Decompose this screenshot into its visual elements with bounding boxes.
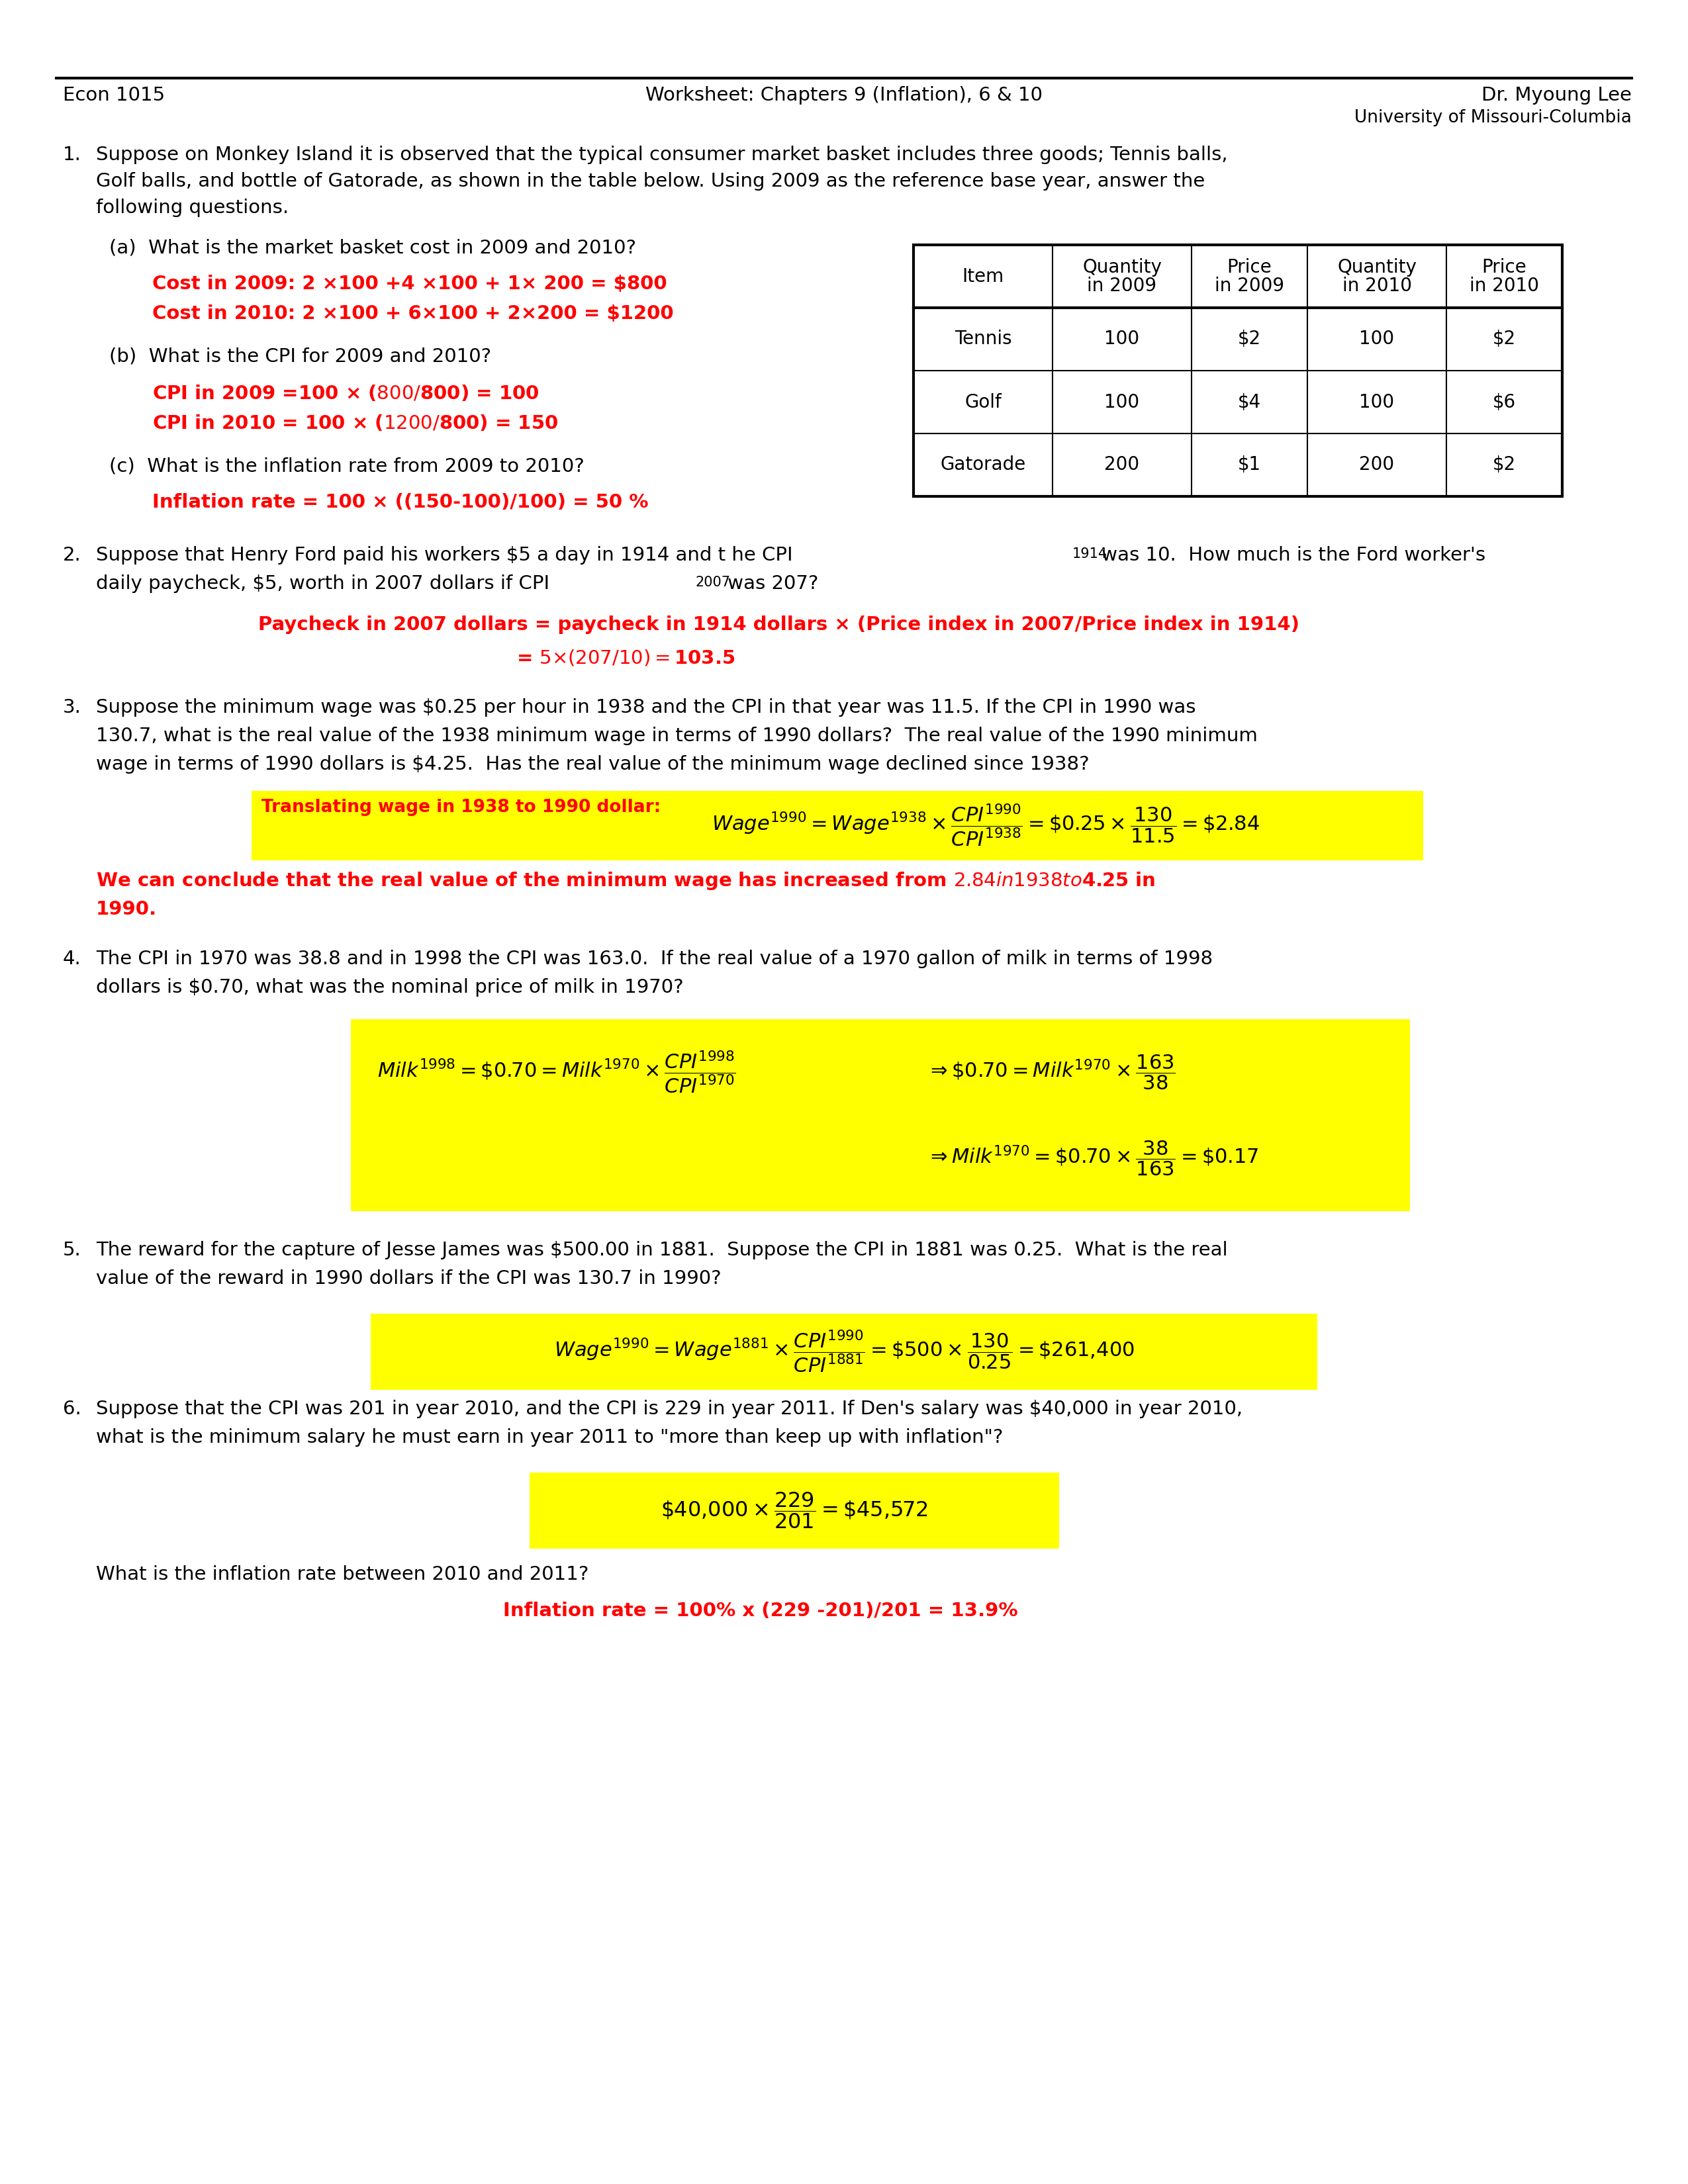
Text: $6: $6 [1492,393,1516,411]
Text: $4: $4 [1237,393,1261,411]
Text: 4.: 4. [62,950,81,968]
Text: 6.: 6. [62,1400,81,1417]
Text: Item: Item [962,266,1004,286]
Text: 100: 100 [1359,330,1394,349]
Text: Paycheck in 2007 dollars = paycheck in 1914 dollars × (Price index in 2007/Price: Paycheck in 2007 dollars = paycheck in 1… [258,616,1300,633]
Text: in 2010: in 2010 [1342,277,1411,295]
Text: = $5 × (207/10) = $103.5: = $5 × (207/10) = $103.5 [517,649,734,668]
Text: $\$40{,}000 \times \dfrac{229}{201} = \$45{,}572$: $\$40{,}000 \times \dfrac{229}{201} = \$… [660,1492,928,1531]
Text: value of the reward in 1990 dollars if the CPI was 130.7 in 1990?: value of the reward in 1990 dollars if t… [96,1269,721,1289]
Text: Suppose that the CPI was 201 in year 2010, and the CPI is 229 in year 2011. If D: Suppose that the CPI was 201 in year 201… [96,1400,1242,1417]
Text: Price: Price [1227,258,1271,277]
Text: $2: $2 [1492,456,1516,474]
Text: Dr. Myoung Lee: Dr. Myoung Lee [1482,85,1632,105]
Bar [252,791,1423,860]
Text: Econ 1015: Econ 1015 [62,85,165,105]
Text: $2: $2 [1237,330,1261,349]
Text: 130.7, what is the real value of the 1938 minimum wage in terms of 1990 dollars?: 130.7, what is the real value of the 193… [96,727,1258,745]
Bar [351,1020,1409,1212]
Text: (c)  What is the inflation rate from 2009 to 2010?: (c) What is the inflation rate from 2009… [110,456,584,476]
Text: Cost in 2010: 2 ×100 + 6×100 + 2×200 = $1200: Cost in 2010: 2 ×100 + 6×100 + 2×200 = $… [152,304,674,323]
Bar [530,1472,1058,1548]
Text: Price: Price [1482,258,1526,277]
Text: in 2010: in 2010 [1470,277,1539,295]
Text: in 2009: in 2009 [1215,277,1285,295]
Text: We can conclude that the real value of the minimum wage has increased from $2.84: We can conclude that the real value of t… [96,869,1155,891]
Text: Cost in 2009: 2 ×100 +4 ×100 + 1× 200 = $800: Cost in 2009: 2 ×100 +4 ×100 + 1× 200 = … [152,275,667,293]
Text: 5.: 5. [62,1241,81,1260]
Text: Tennis: Tennis [954,330,1011,349]
Text: 2.: 2. [62,546,81,563]
Bar [371,1315,1317,1389]
Text: $1: $1 [1237,456,1261,474]
Text: The reward for the capture of Jesse James was $500.00 in 1881.  Suppose the CPI : The reward for the capture of Jesse Jame… [96,1241,1227,1260]
Text: $\mathit{Wage}^{1990} = \mathit{Wage}^{1881} \times \dfrac{CPI^{1990}}{CPI^{1881: $\mathit{Wage}^{1990} = \mathit{Wage}^{1… [554,1328,1134,1374]
Text: 2007: 2007 [695,577,731,590]
Bar [913,245,1561,496]
Text: Golf balls, and bottle of Gatorade, as shown in the table below. Using 2009 as t: Golf balls, and bottle of Gatorade, as s… [96,173,1205,190]
Text: The CPI in 1970 was 38.8 and in 1998 the CPI was 163.0.  If the real value of a : The CPI in 1970 was 38.8 and in 1998 the… [96,950,1212,968]
Text: 1990.: 1990. [96,900,157,919]
Text: Suppose that Henry Ford paid his workers $5 a day in 1914 and t he CPI: Suppose that Henry Ford paid his workers… [96,546,793,563]
Text: 1.: 1. [62,146,81,164]
Text: Quantity: Quantity [1337,258,1416,277]
Text: Quantity: Quantity [1082,258,1161,277]
Text: Inflation rate = 100 × ((150-100)/100) = 50 %: Inflation rate = 100 × ((150-100)/100) =… [152,494,648,511]
Text: what is the minimum salary he must earn in year 2011 to "more than keep up with : what is the minimum salary he must earn … [96,1428,1003,1446]
Text: Gatorade: Gatorade [940,456,1026,474]
Text: 3.: 3. [62,699,81,716]
Text: daily paycheck, $5, worth in 2007 dollars if CPI: daily paycheck, $5, worth in 2007 dollar… [96,574,550,594]
Text: $\mathit{Milk}^{1998} = \$0.70 = \mathit{Milk}^{1970} \times \dfrac{CPI^{1998}}{: $\mathit{Milk}^{1998} = \$0.70 = \mathit… [378,1048,736,1094]
Text: was 10.  How much is the Ford worker's: was 10. How much is the Ford worker's [1096,546,1485,563]
Text: 200: 200 [1359,456,1394,474]
Text: (a)  What is the market basket cost in 2009 and 2010?: (a) What is the market basket cost in 20… [110,238,636,258]
Text: wage in terms of 1990 dollars is $4.25.  Has the real value of the minimum wage : wage in terms of 1990 dollars is $4.25. … [96,756,1089,773]
Text: Suppose on Monkey Island it is observed that the typical consumer market basket : Suppose on Monkey Island it is observed … [96,146,1227,164]
Text: Translating wage in 1938 to 1990 dollar:: Translating wage in 1938 to 1990 dollar: [262,799,660,817]
Text: CPI in 2010 = 100 × ($1200/$800) = 150: CPI in 2010 = 100 × ($1200/$800) = 150 [152,413,559,432]
Text: $2: $2 [1492,330,1516,349]
Text: (b)  What is the CPI for 2009 and 2010?: (b) What is the CPI for 2009 and 2010? [110,347,491,367]
Text: What is the inflation rate between 2010 and 2011?: What is the inflation rate between 2010 … [96,1566,589,1583]
Text: was 207?: was 207? [721,574,819,594]
Text: Golf: Golf [964,393,1001,411]
Text: 100: 100 [1104,393,1139,411]
Text: $\mathit{Wage}^{1990} = \mathit{Wage}^{1938} \times \dfrac{CPI^{1990}}{CPI^{1938: $\mathit{Wage}^{1990} = \mathit{Wage}^{1… [712,804,1259,850]
Text: 1914: 1914 [1072,548,1107,561]
Text: Suppose the minimum wage was $0.25 per hour in 1938 and the CPI in that year was: Suppose the minimum wage was $0.25 per h… [96,699,1195,716]
Text: following questions.: following questions. [96,199,289,216]
Text: $\Rightarrow \$0.70 = \mathit{Milk}^{1970} \times \dfrac{163}{38}$: $\Rightarrow \$0.70 = \mathit{Milk}^{197… [927,1053,1175,1092]
Text: University of Missouri-Columbia: University of Missouri-Columbia [1354,109,1632,127]
Text: dollars is $0.70, what was the nominal price of milk in 1970?: dollars is $0.70, what was the nominal p… [96,978,684,996]
Text: Inflation rate = 100% x (229 -201)/201 = 13.9%: Inflation rate = 100% x (229 -201)/201 =… [503,1601,1018,1621]
Text: CPI in 2009 =100 × ($800/$800) = 100: CPI in 2009 =100 × ($800/$800) = 100 [152,384,538,404]
Text: in 2009: in 2009 [1087,277,1156,295]
Text: Worksheet: Chapters 9 (Inflation), 6 & 10: Worksheet: Chapters 9 (Inflation), 6 & 1… [645,85,1043,105]
Text: 200: 200 [1104,456,1139,474]
Text: $\Rightarrow \mathit{Milk}^{1970} = \$0.70 \times \dfrac{38}{163} = \$0.17$: $\Rightarrow \mathit{Milk}^{1970} = \$0.… [927,1140,1259,1177]
Text: 100: 100 [1359,393,1394,411]
Text: 100: 100 [1104,330,1139,349]
